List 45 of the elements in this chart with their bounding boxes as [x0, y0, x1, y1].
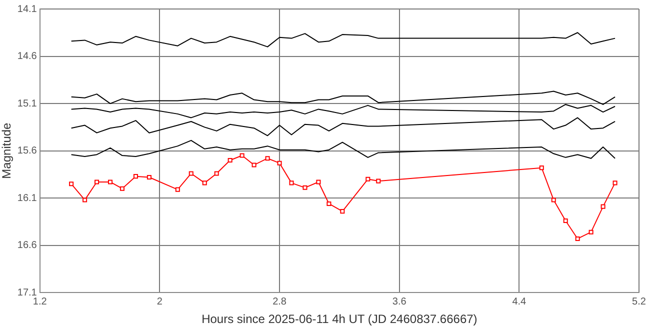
- point: [289, 180, 294, 186]
- point: [133, 174, 138, 179]
- point: [302, 185, 308, 190]
- y-axis-title: Magnitude: [0, 122, 14, 179]
- point: [366, 176, 370, 182]
- point: [188, 171, 194, 176]
- point: [600, 204, 606, 209]
- point: [228, 158, 232, 163]
- point: [94, 180, 100, 184]
- x-tick-label: 2: [156, 296, 163, 308]
- x-tick-label: 4.4: [512, 296, 527, 308]
- x-tick-label: 1.2: [32, 296, 48, 308]
- point: [316, 180, 321, 184]
- point: [265, 156, 270, 161]
- y-tick-label: 15.6: [17, 146, 38, 157]
- y-tick-label: 16.1: [17, 192, 38, 204]
- point: [340, 209, 345, 214]
- x-tick-label: 2.8: [272, 296, 287, 308]
- point: [240, 153, 244, 158]
- point: [175, 187, 180, 192]
- point: [326, 201, 332, 206]
- y-tick-label: 17.1: [17, 287, 38, 298]
- point: [563, 218, 568, 224]
- y-tick-label: 15.1: [17, 98, 38, 110]
- point: [202, 180, 207, 186]
- x-tick-label: 5.2: [632, 296, 646, 308]
- y-tick-label: 14.1: [17, 4, 38, 15]
- y-tick-label: 14.6: [17, 51, 38, 62]
- x-tick-label: 3.6: [392, 296, 407, 308]
- point: [539, 166, 544, 170]
- point: [120, 186, 125, 191]
- point: [376, 178, 381, 184]
- point: [69, 182, 74, 186]
- point: [551, 198, 556, 202]
- point: [575, 236, 580, 241]
- point: [108, 180, 113, 184]
- x-axis-title: Hours since 2025-06-11 4h UT (JD 2460837.66667): [202, 312, 478, 326]
- point: [214, 171, 219, 176]
- point: [146, 175, 152, 180]
- point: [82, 198, 88, 202]
- y-tick-label: 16.6: [17, 240, 38, 252]
- point: [252, 162, 256, 168]
- point: [588, 230, 594, 234]
- point: [612, 180, 618, 186]
- point: [277, 160, 282, 166]
